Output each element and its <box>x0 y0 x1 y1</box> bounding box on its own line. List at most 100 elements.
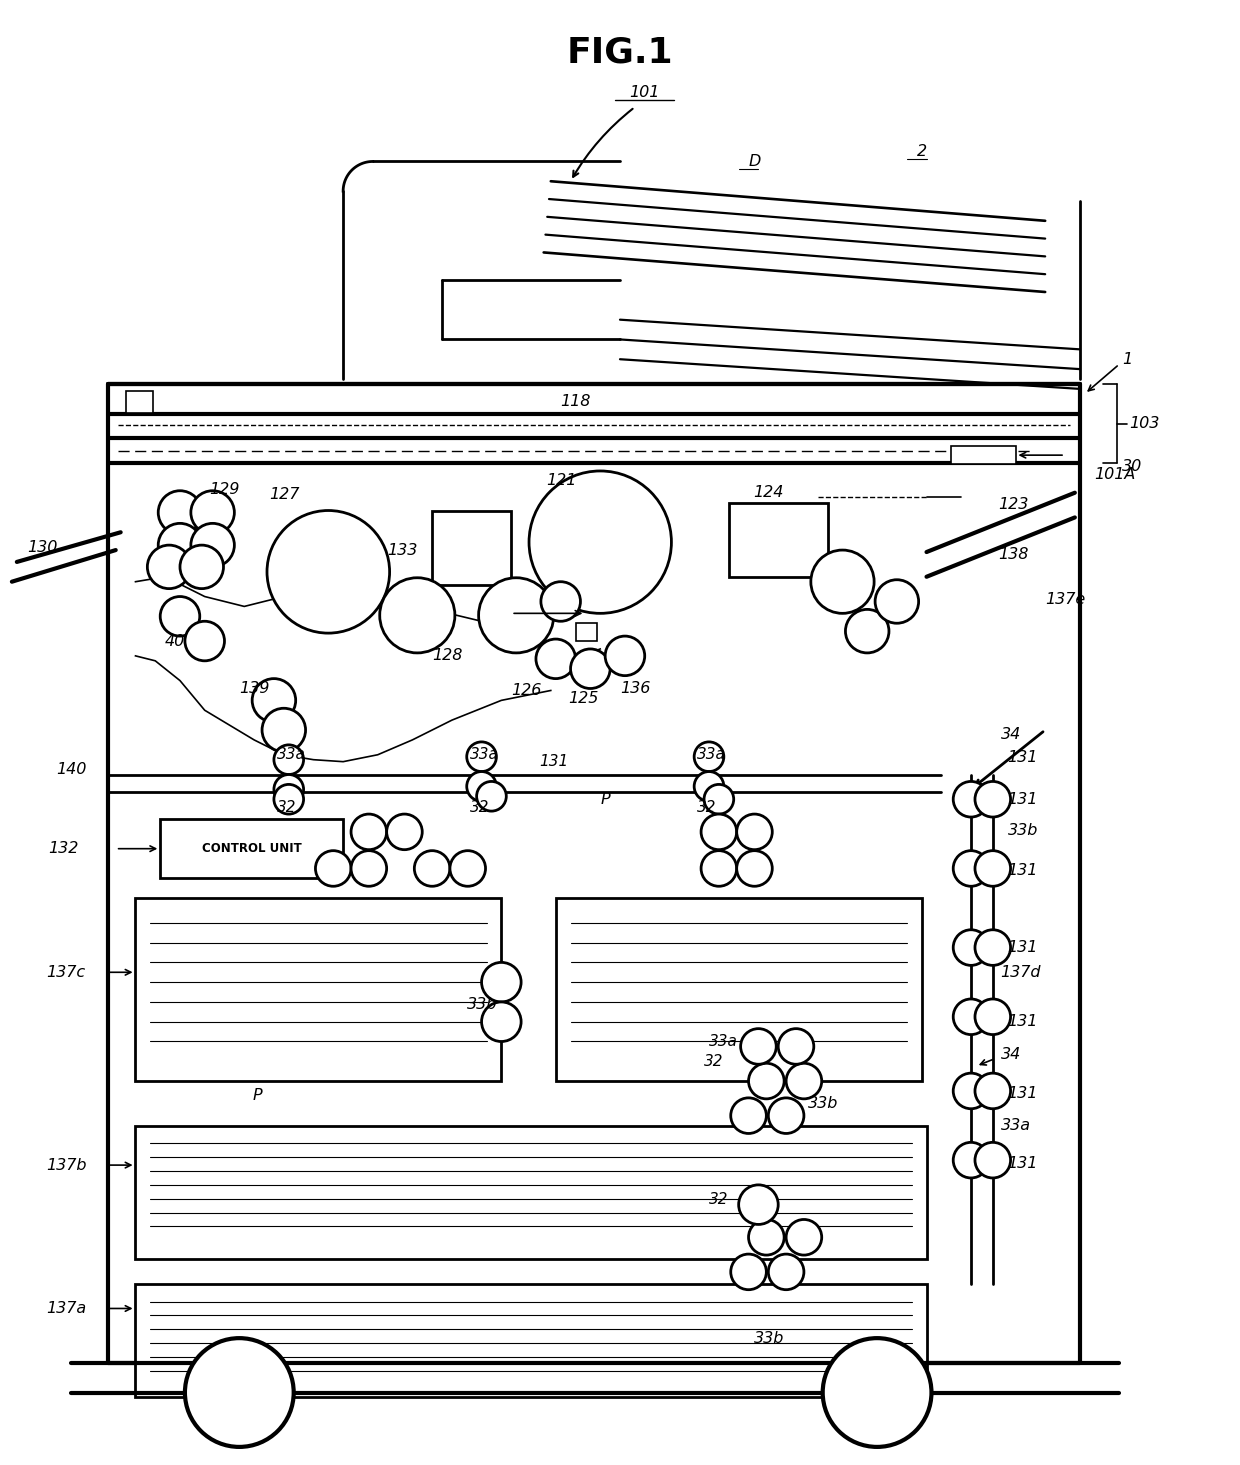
Circle shape <box>737 815 773 850</box>
Text: 130: 130 <box>27 539 57 555</box>
Circle shape <box>954 851 988 886</box>
Circle shape <box>701 815 737 850</box>
Circle shape <box>704 784 734 815</box>
Circle shape <box>262 708 305 752</box>
Text: 101: 101 <box>630 85 660 100</box>
Circle shape <box>975 781 1011 817</box>
Text: 123: 123 <box>998 497 1028 513</box>
Text: P: P <box>600 791 610 807</box>
Text: 137e: 137e <box>1045 592 1085 607</box>
Text: 131: 131 <box>1008 1156 1038 1171</box>
Circle shape <box>779 1028 813 1064</box>
Circle shape <box>387 815 423 850</box>
Text: 33a: 33a <box>470 747 498 762</box>
Bar <box>729 502 827 577</box>
Text: 137d: 137d <box>1001 965 1042 980</box>
Circle shape <box>954 930 988 965</box>
Text: 40: 40 <box>165 633 186 649</box>
Circle shape <box>769 1254 804 1289</box>
Circle shape <box>481 1002 521 1042</box>
Circle shape <box>694 741 724 772</box>
Circle shape <box>954 1143 988 1178</box>
Circle shape <box>479 577 554 653</box>
Circle shape <box>605 636 645 675</box>
Text: 1: 1 <box>1122 352 1132 366</box>
Text: 136: 136 <box>620 681 650 696</box>
Bar <box>135 898 501 1081</box>
Circle shape <box>267 510 389 633</box>
Bar <box>951 447 1016 464</box>
Circle shape <box>875 580 919 623</box>
Bar <box>135 1125 926 1258</box>
Text: 33a: 33a <box>697 747 725 762</box>
Circle shape <box>786 1064 822 1099</box>
Text: 127: 127 <box>269 488 299 502</box>
Circle shape <box>730 1254 766 1289</box>
Bar <box>125 391 154 413</box>
Circle shape <box>570 649 610 689</box>
Circle shape <box>811 549 874 614</box>
Circle shape <box>466 772 496 801</box>
Text: 33b: 33b <box>466 998 497 1012</box>
Circle shape <box>351 851 387 886</box>
Text: 125: 125 <box>569 691 599 706</box>
Circle shape <box>737 851 773 886</box>
Text: 131: 131 <box>1008 791 1038 807</box>
Circle shape <box>466 741 496 772</box>
Text: 131: 131 <box>1008 1087 1038 1102</box>
Circle shape <box>975 1074 1011 1109</box>
Circle shape <box>379 577 455 653</box>
Bar <box>575 623 598 642</box>
Circle shape <box>975 999 1011 1034</box>
Text: 138: 138 <box>998 546 1028 561</box>
Circle shape <box>414 851 450 886</box>
Circle shape <box>252 678 295 722</box>
Text: 132: 132 <box>48 841 79 856</box>
Bar <box>432 510 511 585</box>
Circle shape <box>701 851 737 886</box>
Text: 33a: 33a <box>709 1034 738 1049</box>
Text: 131: 131 <box>1008 750 1038 765</box>
Text: 33a: 33a <box>277 747 306 762</box>
Circle shape <box>191 491 234 535</box>
Bar <box>135 1283 926 1398</box>
Circle shape <box>185 1338 294 1447</box>
Text: 33b: 33b <box>1008 823 1038 838</box>
Text: 128: 128 <box>432 649 463 664</box>
Bar <box>556 898 921 1081</box>
Text: 34: 34 <box>1001 728 1021 743</box>
Circle shape <box>730 1097 766 1134</box>
Circle shape <box>739 1185 779 1225</box>
Circle shape <box>749 1219 784 1256</box>
Circle shape <box>541 582 580 621</box>
Text: FIG.1: FIG.1 <box>567 35 673 70</box>
Text: 126: 126 <box>511 683 542 697</box>
Circle shape <box>481 963 521 1002</box>
Text: 140: 140 <box>56 762 87 776</box>
Circle shape <box>975 1143 1011 1178</box>
Circle shape <box>180 545 223 589</box>
Text: 139: 139 <box>239 681 269 696</box>
Text: 129: 129 <box>210 482 241 497</box>
Text: 121: 121 <box>546 473 577 488</box>
Circle shape <box>786 1219 822 1256</box>
Circle shape <box>476 781 506 812</box>
Circle shape <box>536 639 575 678</box>
Text: 33a: 33a <box>1001 1118 1030 1132</box>
Circle shape <box>769 1097 804 1134</box>
Text: P: P <box>252 1088 262 1103</box>
Circle shape <box>274 775 304 804</box>
Circle shape <box>740 1028 776 1064</box>
Circle shape <box>749 1064 784 1099</box>
Text: 124: 124 <box>754 485 784 500</box>
Circle shape <box>954 999 988 1034</box>
Circle shape <box>529 470 671 614</box>
Text: 131: 131 <box>1008 941 1038 955</box>
Circle shape <box>315 851 351 886</box>
Text: 131: 131 <box>539 754 568 769</box>
Circle shape <box>274 784 304 815</box>
Circle shape <box>159 523 202 567</box>
Text: 131: 131 <box>1008 863 1038 878</box>
Text: 32: 32 <box>704 1053 724 1069</box>
Circle shape <box>975 930 1011 965</box>
